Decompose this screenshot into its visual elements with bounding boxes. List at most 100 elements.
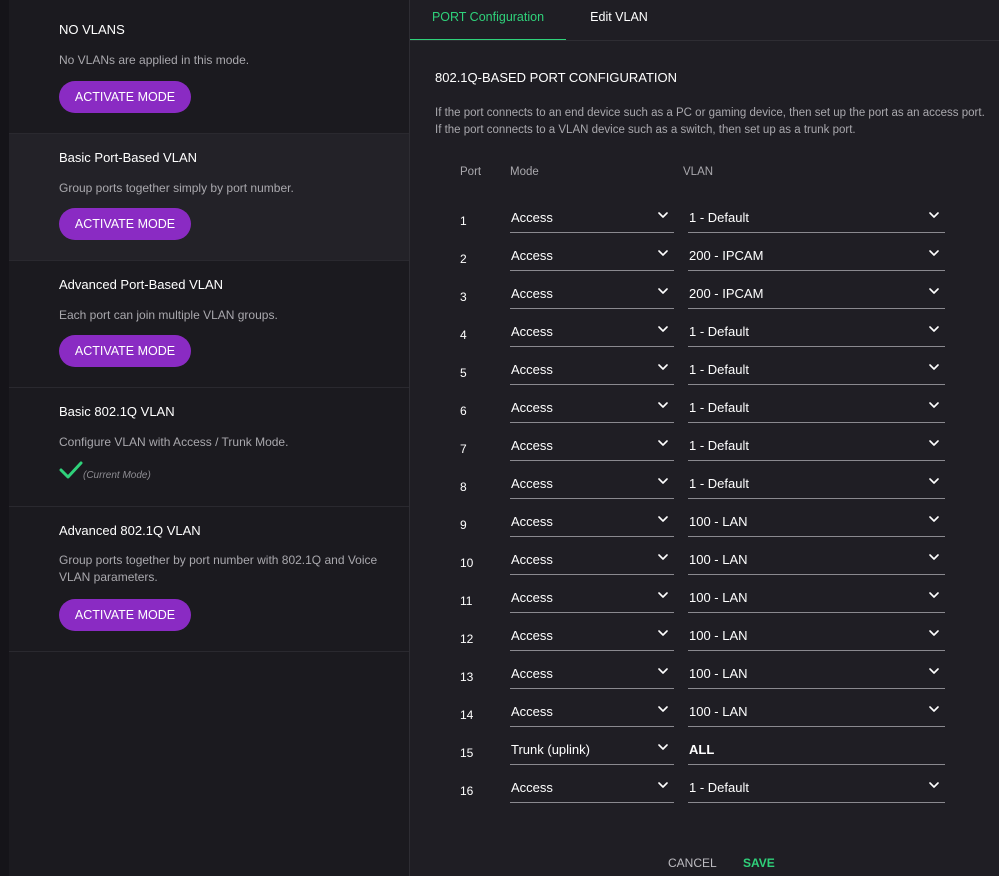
vlan-value: 100 - LAN <box>689 552 748 567</box>
mode-dropdown[interactable]: Access <box>510 200 674 233</box>
mode-card-basic-port-based: Basic Port-Based VLAN Group ports togeth… <box>9 134 409 261</box>
mode-dropdown[interactable]: Access <box>510 542 674 575</box>
chevron-down-icon <box>658 326 668 332</box>
section-description: If the port connects to an end device su… <box>435 107 985 136</box>
vlan-mode-list: NO VLANS No VLANs are applied in this mo… <box>0 0 409 876</box>
mode-dropdown[interactable]: Access <box>510 694 674 727</box>
mode-dropdown[interactable]: Access <box>510 314 674 347</box>
table-row: 5 Access 1 - Default <box>410 352 999 390</box>
table-row: 11 Access 100 - LAN <box>410 580 999 618</box>
section-title: 802.1Q-BASED PORT CONFIGURATION <box>435 70 677 85</box>
mode-dropdown[interactable]: Access <box>510 580 674 613</box>
current-mode-label: (Current Mode) <box>83 470 151 481</box>
mode-title: Advanced 802.1Q VLAN <box>59 523 201 538</box>
mode-card-basic-8021q: Basic 802.1Q VLAN Configure VLAN with Ac… <box>9 388 409 507</box>
mode-value: Access <box>511 628 553 643</box>
chevron-down-icon <box>929 516 939 522</box>
mode-description: Group ports together by port number with… <box>59 553 378 584</box>
activate-mode-button-basic-port-based[interactable]: ACTIVATE MODE <box>59 208 191 240</box>
panel-divider <box>409 0 410 876</box>
mode-dropdown[interactable]: Trunk (uplink) <box>510 732 674 765</box>
vlan-dropdown[interactable]: 1 - Default <box>688 200 945 233</box>
chevron-down-icon <box>658 554 668 560</box>
mode-card-advanced-8021q: Advanced 802.1Q VLAN Group ports togethe… <box>9 507 409 652</box>
chevron-down-icon <box>658 364 668 370</box>
mode-description: Configure VLAN with Access / Trunk Mode. <box>59 435 289 449</box>
port-config-panel: PORT Configuration Edit VLAN 802.1Q-BASE… <box>410 0 999 876</box>
mode-dropdown[interactable]: Access <box>510 656 674 689</box>
chevron-down-icon <box>929 402 939 408</box>
mode-value: Access <box>511 438 553 453</box>
mode-dropdown[interactable]: Access <box>510 352 674 385</box>
vlan-dropdown[interactable]: 1 - Default <box>688 314 945 347</box>
vlan-dropdown[interactable]: 100 - LAN <box>688 504 945 537</box>
vlan-dropdown[interactable]: 1 - Default <box>688 390 945 423</box>
save-button[interactable]: SAVE <box>743 856 775 870</box>
table-row: 4 Access 1 - Default <box>410 314 999 352</box>
mode-dropdown[interactable]: Access <box>510 390 674 423</box>
port-number: 1 <box>460 214 467 228</box>
mode-value: Access <box>511 514 553 529</box>
vlan-dropdown[interactable]: 1 - Default <box>688 352 945 385</box>
mode-dropdown[interactable]: Access <box>510 466 674 499</box>
chevron-down-icon <box>658 706 668 712</box>
activate-mode-button-advanced-port-based[interactable]: ACTIVATE MODE <box>59 335 191 367</box>
vlan-dropdown[interactable]: 100 - LAN <box>688 542 945 575</box>
port-number: 12 <box>460 632 474 646</box>
vlan-value: 1 - Default <box>689 400 749 415</box>
vlan-value: 100 - LAN <box>689 704 748 719</box>
vlan-dropdown[interactable]: 100 - LAN <box>688 580 945 613</box>
chevron-down-icon <box>929 478 939 484</box>
vlan-dropdown[interactable]: 100 - LAN <box>688 618 945 651</box>
table-row: 15 Trunk (uplink) ALL <box>410 732 999 770</box>
mode-dropdown[interactable]: Access <box>510 276 674 309</box>
table-row: 14 Access 100 - LAN <box>410 694 999 732</box>
chevron-down-icon <box>658 782 668 788</box>
vlan-value: 1 - Default <box>689 438 749 453</box>
vlan-dropdown[interactable]: 1 - Default <box>688 770 945 803</box>
vlan-dropdown[interactable]: 1 - Default <box>688 428 945 461</box>
vlan-dropdown[interactable]: 200 - IPCAM <box>688 238 945 271</box>
port-number: 11 <box>460 594 473 608</box>
port-number: 15 <box>460 746 474 760</box>
table-row: 6 Access 1 - Default <box>410 390 999 428</box>
chevron-down-icon <box>658 630 668 636</box>
table-row: 8 Access 1 - Default <box>410 466 999 504</box>
vlan-dropdown[interactable]: 1 - Default <box>688 466 945 499</box>
table-row: 1 Access 1 - Default <box>410 200 999 238</box>
vlan-dropdown[interactable]: 200 - IPCAM <box>688 276 945 309</box>
cancel-button[interactable]: CANCEL <box>668 856 717 870</box>
column-header-vlan: VLAN <box>683 166 714 178</box>
table-row: 2 Access 200 - IPCAM <box>410 238 999 276</box>
mode-dropdown[interactable]: Access <box>510 238 674 271</box>
vlan-dropdown[interactable]: 100 - LAN <box>688 694 945 727</box>
chevron-down-icon <box>929 630 939 636</box>
vlan-value: 1 - Default <box>689 324 749 339</box>
chevron-down-icon <box>929 288 939 294</box>
chevron-down-icon <box>929 592 939 598</box>
mode-value: Access <box>511 248 553 263</box>
mode-dropdown[interactable]: Access <box>510 428 674 461</box>
port-number: 7 <box>460 442 467 456</box>
chevron-down-icon <box>929 782 939 788</box>
mode-dropdown[interactable]: Access <box>510 618 674 651</box>
activate-mode-button-no-vlans[interactable]: ACTIVATE MODE <box>59 81 191 113</box>
port-number: 6 <box>460 404 467 418</box>
mode-description: No VLANs are applied in this mode. <box>59 53 250 67</box>
vlan-value: 1 - Default <box>689 210 749 225</box>
tab-port-configuration[interactable]: PORT Configuration <box>431 10 545 24</box>
vlan-dropdown[interactable]: 100 - LAN <box>688 656 945 689</box>
mode-dropdown[interactable]: Access <box>510 504 674 537</box>
mode-value: Access <box>511 362 553 377</box>
vlan-value: 200 - IPCAM <box>689 286 764 301</box>
chevron-down-icon <box>658 478 668 484</box>
activate-mode-button-advanced-8021q[interactable]: ACTIVATE MODE <box>59 599 191 631</box>
mode-dropdown[interactable]: Access <box>510 770 674 803</box>
chevron-down-icon <box>658 212 668 218</box>
tab-edit-vlan[interactable]: Edit VLAN <box>590 10 648 24</box>
checkmark-icon <box>59 461 83 479</box>
vlan-value: ALL <box>689 742 715 757</box>
mode-value: Access <box>511 400 553 415</box>
chevron-down-icon <box>658 592 668 598</box>
chevron-down-icon <box>658 402 668 408</box>
